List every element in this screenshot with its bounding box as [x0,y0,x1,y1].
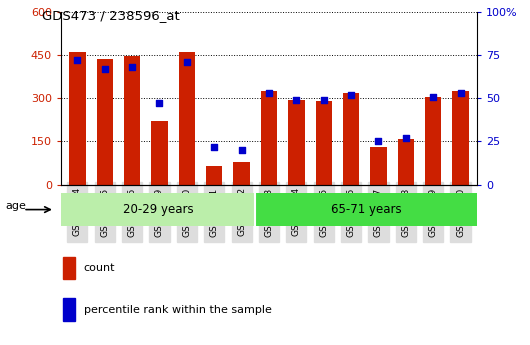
Bar [398,139,414,185]
Bar [61,193,255,226]
Point [456,90,465,96]
Bar [288,100,305,185]
Point [429,94,437,99]
Point [402,135,410,141]
Point [347,92,355,98]
Text: 65-71 years: 65-71 years [331,203,401,216]
Point [73,58,82,63]
Bar [255,193,477,226]
Bar [63,298,75,321]
Bar [343,93,359,185]
Text: count: count [84,263,116,273]
Text: GDS473 / 238596_at: GDS473 / 238596_at [42,9,180,22]
Point [320,97,328,103]
Bar [315,101,332,185]
Bar [124,56,140,185]
Point [292,97,301,103]
Point [210,144,218,149]
Bar [261,91,277,185]
Text: 20-29 years: 20-29 years [123,203,193,216]
Point [237,147,246,153]
Point [155,101,164,106]
Text: percentile rank within the sample: percentile rank within the sample [84,305,272,315]
Point [265,90,273,96]
Bar [453,91,469,185]
Point [128,65,136,70]
Bar [96,59,113,185]
Bar [151,121,167,185]
Bar [370,147,387,185]
Point [374,139,383,144]
Bar [63,257,75,279]
Point [101,66,109,72]
Bar [69,52,85,185]
Point [183,59,191,65]
Bar [206,166,223,185]
Bar [233,161,250,185]
Bar [179,52,195,185]
Bar [425,97,441,185]
Text: age: age [5,201,26,211]
